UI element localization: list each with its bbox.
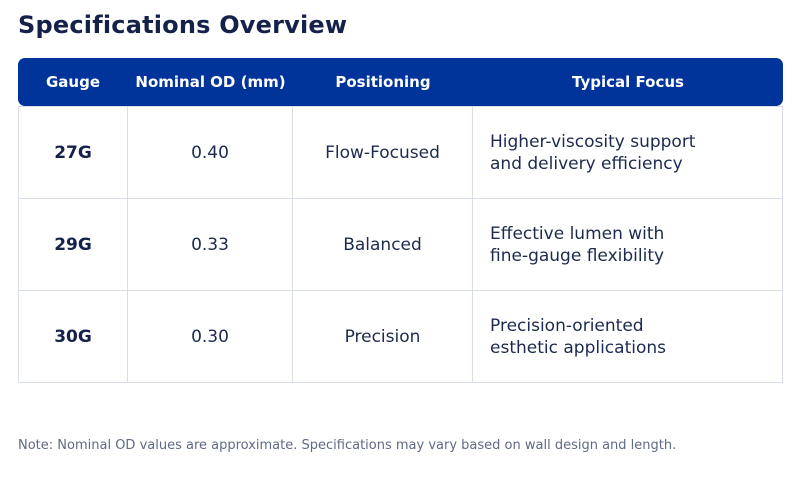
typical-focus-line: Effective lumen with [490, 223, 665, 244]
column-header-typical-focus: Typical Focus [473, 58, 783, 106]
table-row: 29G 0.33 Balanced Effective lumen with f… [18, 199, 783, 291]
table-body: 27G 0.40 Flow-Focused Higher-viscosity s… [18, 106, 783, 383]
nominal-od-cell: 0.30 [128, 291, 293, 383]
table-row: 30G 0.30 Precision Precision-oriented es… [18, 291, 783, 383]
typical-focus-cell: Effective lumen with fine-gauge flexibil… [473, 199, 783, 291]
positioning-cell: Flow-Focused [293, 106, 473, 199]
typical-focus-line: and delivery efficiency [490, 153, 683, 174]
column-header-nominal-od: Nominal OD (mm) [128, 58, 293, 106]
gauge-cell: 27G [18, 106, 128, 199]
typical-focus-line: fine-gauge flexibility [490, 245, 665, 266]
footnote: Note: Nominal OD values are approximate.… [18, 438, 677, 453]
nominal-od-cell: 0.40 [128, 106, 293, 199]
gauge-cell: 29G [18, 199, 128, 291]
column-header-gauge: Gauge [18, 58, 128, 106]
gauge-cell: 30G [18, 291, 128, 383]
nominal-od-cell: 0.33 [128, 199, 293, 291]
typical-focus-line: esthetic applications [490, 337, 666, 358]
typical-focus-cell: Precision-oriented esthetic applications [473, 291, 783, 383]
typical-focus-cell: Higher-viscosity support and delivery ef… [473, 106, 783, 199]
typical-focus-line: Higher-viscosity support [490, 131, 696, 152]
table-header-row: Gauge Nominal OD (mm) Positioning Typica… [18, 58, 783, 106]
typical-focus-line: Precision-oriented [490, 315, 644, 336]
specifications-table: Gauge Nominal OD (mm) Positioning Typica… [18, 58, 783, 383]
column-header-positioning: Positioning [293, 58, 473, 106]
page-title: Specifications Overview [18, 11, 348, 39]
positioning-cell: Balanced [293, 199, 473, 291]
table-header: Gauge Nominal OD (mm) Positioning Typica… [18, 58, 783, 106]
positioning-cell: Precision [293, 291, 473, 383]
table-row: 27G 0.40 Flow-Focused Higher-viscosity s… [18, 106, 783, 199]
